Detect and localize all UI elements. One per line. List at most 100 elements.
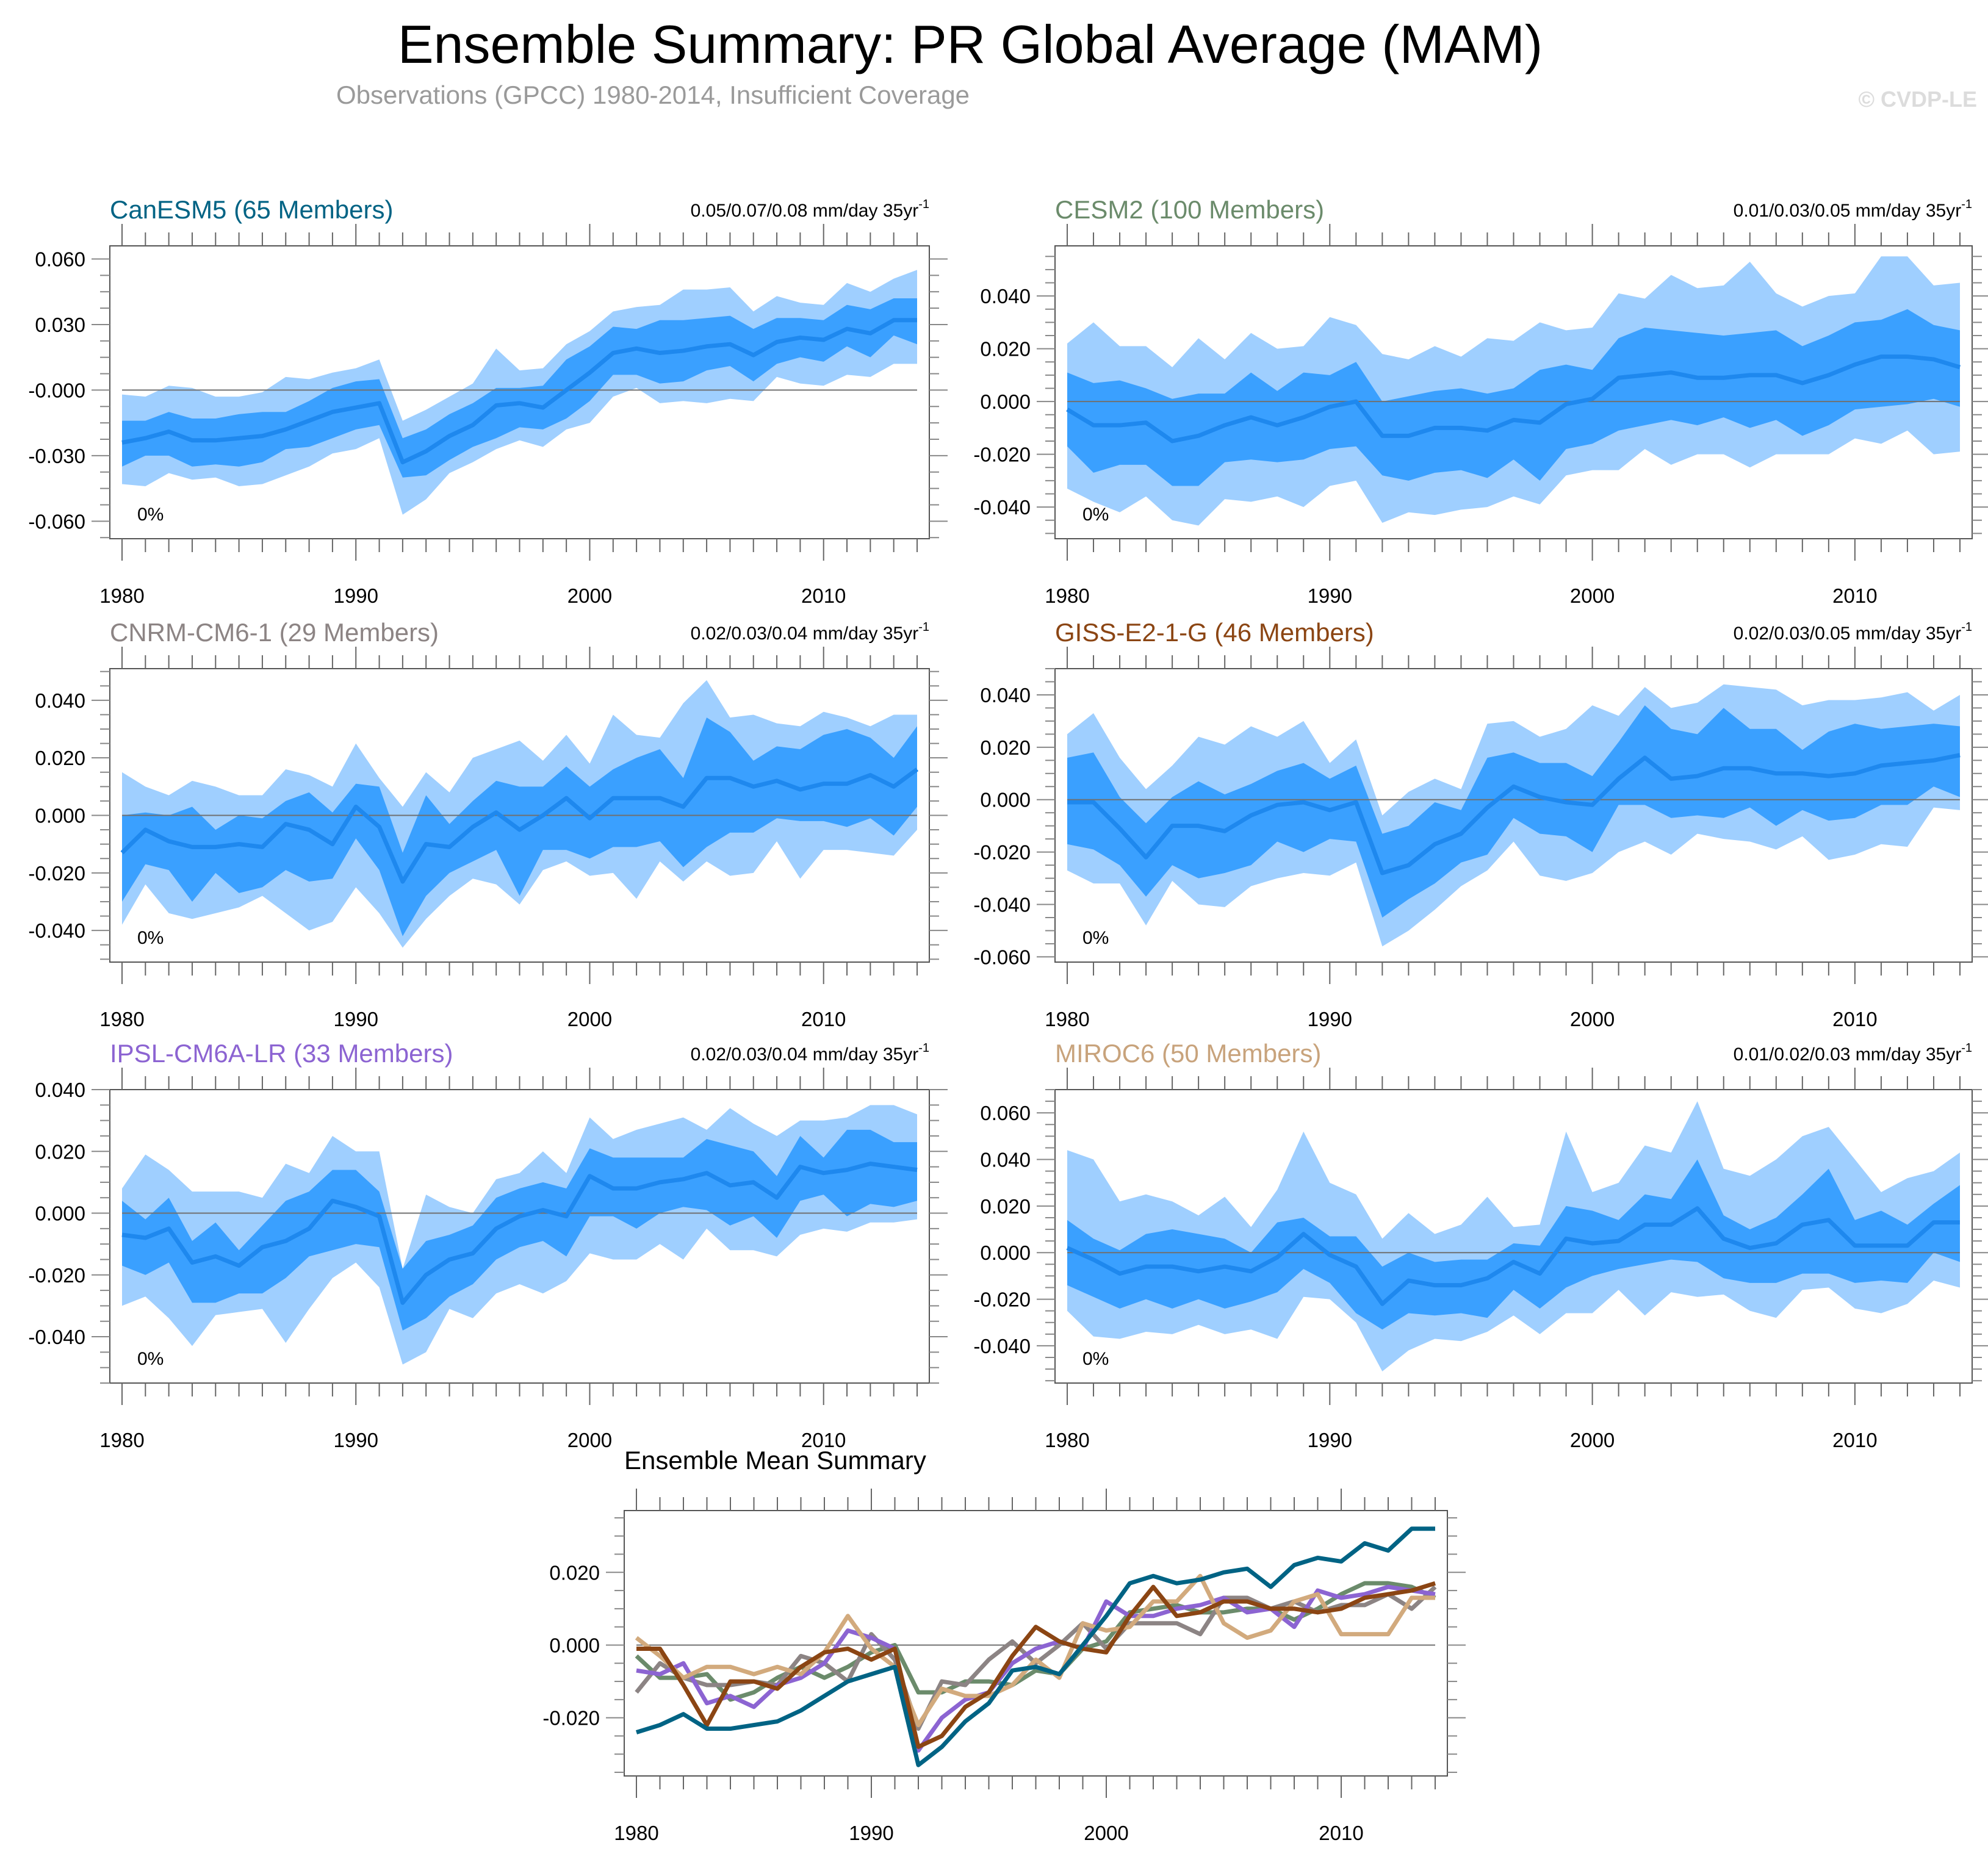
y-tick-label: -0.040	[28, 1326, 85, 1348]
y-tick-label: -0.040	[973, 496, 1031, 519]
x-tick-label: 1980	[99, 584, 144, 607]
panel-ipsl-cm6a-lr: IPSL-CM6A-LR (33 Members) 0.02/0.03/0.04 …	[28, 1039, 948, 1451]
ensemble-mean-line	[120, 767, 919, 884]
panel-title: IPSL-CM6A-LR (33 Members)	[110, 1039, 453, 1068]
panel-title: Ensemble Mean Summary	[624, 1446, 926, 1475]
inner-band	[122, 298, 917, 478]
y-tick-label: 0.020	[980, 1195, 1031, 1218]
series-line-giss-e2-1-g	[636, 1581, 1436, 1749]
y-tick-label: 0.020	[980, 736, 1031, 759]
x-tick-label: 1990	[1308, 1429, 1352, 1451]
y-tick-label: -0.020	[973, 1288, 1031, 1311]
annotation-text: 0.01/0.03/0.05 mm/day 35yr	[1734, 201, 1962, 221]
y-tick-label: -0.040	[973, 1335, 1031, 1357]
percent-label: 0%	[1082, 505, 1109, 525]
x-tick-label: 2000	[567, 584, 612, 607]
inner-band	[122, 717, 917, 936]
x-tick-label: 1990	[334, 584, 378, 607]
y-tick-label: 0.040	[35, 689, 85, 712]
x-tick-label: 1980	[1045, 1429, 1089, 1451]
percent-label: 0%	[137, 1349, 164, 1369]
x-tick-label: 1990	[334, 1008, 378, 1030]
x-tick-label: 2010	[1319, 1822, 1363, 1844]
x-tick-label: 2010	[801, 1429, 846, 1451]
panel-miroc6: MIROC6 (50 Members) 0.01/0.02/0.03 mm/day…	[973, 1039, 1988, 1451]
panel-annotation: 0.01/0.02/0.03 mm/day 35yr-1	[1734, 1041, 1972, 1065]
panel-cesm2: CESM2 (100 Members) 0.01/0.03/0.05 mm/day…	[973, 195, 1988, 607]
panel-title: CESM2 (100 Members)	[1055, 195, 1324, 224]
x-tick-label: 2000	[1570, 1429, 1615, 1451]
outer-band	[1067, 1101, 1960, 1371]
panel-canesm5: CanESM5 (65 Members) 0.05/0.07/0.08 mm/da…	[28, 195, 948, 607]
x-tick-label: 2010	[1832, 1008, 1877, 1030]
ensemble-mean-line	[121, 318, 917, 465]
y-tick-label: 0.040	[35, 1079, 85, 1101]
ensemble-mean-line	[1067, 753, 1961, 875]
annotation-text: 0.02/0.03/0.04 mm/day 35yr	[691, 1044, 919, 1065]
y-tick-label: 0.000	[549, 1634, 600, 1656]
ensemble-mean-line	[1066, 354, 1961, 444]
annotation-superscript: -1	[918, 198, 929, 211]
plot-frame	[109, 245, 930, 539]
y-tick-label: 0.020	[980, 338, 1031, 361]
percent-label: 0%	[1082, 1349, 1109, 1369]
x-tick-label: 1980	[614, 1822, 658, 1844]
y-tick-label: 0.020	[549, 1561, 600, 1584]
page-subtitle: Observations (GPCC) 1980-2014, Insuffici…	[336, 81, 970, 109]
y-tick-label: -0.020	[542, 1707, 600, 1730]
y-tick-label: -0.020	[973, 444, 1031, 466]
y-tick-label: 0.000	[980, 789, 1031, 811]
y-tick-label: -0.020	[973, 841, 1031, 864]
inner-band	[1067, 705, 1960, 918]
percent-label: 0%	[1082, 928, 1109, 948]
panel-title: CanESM5 (65 Members)	[110, 195, 393, 224]
x-tick-label: 2010	[1832, 1429, 1877, 1451]
series-line-miroc6	[635, 1573, 1435, 1728]
x-tick-label: 2010	[801, 584, 846, 607]
y-tick-label: 0.000	[35, 1202, 85, 1225]
x-tick-label: 2000	[1570, 1008, 1615, 1030]
annotation-text: 0.05/0.07/0.08 mm/day 35yr	[691, 201, 919, 221]
series-line-canesm5	[635, 1526, 1435, 1767]
x-tick-label: 2010	[1832, 584, 1877, 607]
plot-frame	[624, 1510, 1448, 1777]
x-tick-label: 1980	[1045, 584, 1089, 607]
x-tick-label: 1980	[1045, 1008, 1089, 1030]
y-tick-label: 0.040	[980, 684, 1031, 706]
series-line-cnrm-cm6-1	[635, 1585, 1437, 1731]
percent-label: 0%	[137, 505, 164, 525]
x-tick-label: 1980	[99, 1429, 144, 1451]
y-tick-label: -0.000	[28, 379, 85, 401]
annotation-superscript: -1	[1961, 198, 1972, 211]
x-tick-label: 2000	[1084, 1822, 1128, 1844]
y-tick-label: 0.000	[35, 805, 85, 827]
panel-cnrm-cm6-1: CNRM-CM6-1 (29 Members) 0.02/0.03/0.04 mm…	[28, 618, 948, 1030]
x-tick-label: 1990	[334, 1429, 378, 1451]
x-tick-label: 2000	[567, 1429, 612, 1451]
annotation-superscript: -1	[918, 1041, 929, 1055]
panel-title: MIROC6 (50 Members)	[1055, 1039, 1321, 1068]
panel-ensemble: Ensemble Mean Summary 1980 1990 2000 2010 0.0…	[542, 1446, 1466, 1844]
y-tick-label: 0.040	[980, 1149, 1031, 1171]
panel-title: CNRM-CM6-1 (29 Members)	[110, 618, 439, 647]
y-tick-label: 0.060	[35, 248, 85, 270]
y-tick-label: 0.020	[35, 1140, 85, 1163]
ensemble-mean-line	[121, 1162, 918, 1305]
x-tick-label: 1990	[1308, 1008, 1352, 1030]
panel-giss-e2-1-g: GISS-E2-1-G (46 Members) 0.02/0.03/0.05 m…	[973, 618, 1988, 1030]
x-tick-label: 1990	[849, 1822, 893, 1844]
y-tick-label: -0.020	[28, 862, 85, 885]
annotation-text: 0.01/0.02/0.03 mm/day 35yr	[1734, 1044, 1962, 1065]
inner-band	[1067, 1159, 1960, 1330]
y-tick-label: -0.040	[28, 919, 85, 942]
x-tick-label: 1980	[99, 1008, 144, 1030]
y-tick-label: -0.060	[973, 946, 1031, 968]
annotation-text: 0.02/0.03/0.04 mm/day 35yr	[691, 624, 919, 644]
y-tick-label: 0.060	[980, 1102, 1031, 1124]
x-tick-label: 1990	[1308, 584, 1352, 607]
x-tick-label: 2000	[567, 1008, 612, 1030]
panel-annotation: 0.01/0.03/0.05 mm/day 35yr-1	[1734, 198, 1972, 221]
annotation-text: 0.02/0.03/0.05 mm/day 35yr	[1734, 624, 1962, 644]
panel-annotation: 0.05/0.07/0.08 mm/day 35yr-1	[691, 198, 929, 221]
page-title: Ensemble Summary: PR Global Average (MAM…	[397, 14, 1543, 74]
